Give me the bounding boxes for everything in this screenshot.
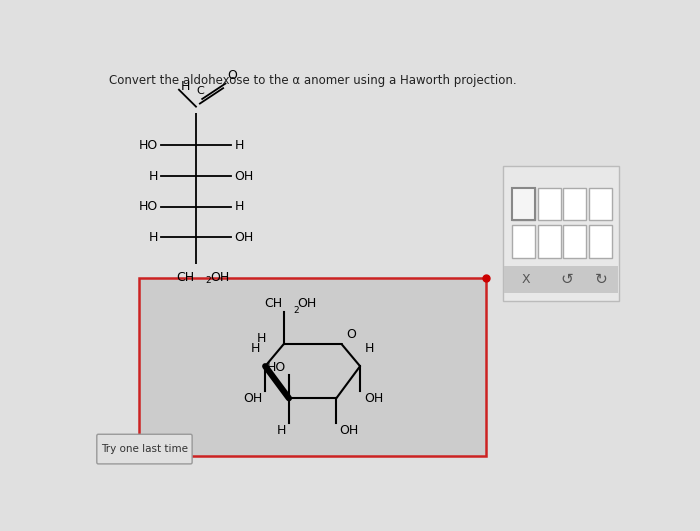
Bar [589, 187, 612, 220]
Text: CH: CH [264, 296, 282, 310]
Text: OH: OH [210, 271, 229, 284]
Text: Convert the aldohexose to the α anomer using a Haworth projection.: Convert the aldohexose to the α anomer u… [109, 74, 517, 87]
Bar [512, 225, 536, 258]
Text: OH: OH [234, 231, 253, 244]
Text: H: H [365, 342, 374, 355]
Text: HO: HO [267, 361, 286, 374]
Text: C: C [197, 86, 204, 96]
Text: HO: HO [139, 200, 158, 213]
Text: CH: CH [176, 271, 195, 284]
Text: 2: 2 [293, 306, 299, 315]
Text: OH: OH [234, 170, 253, 183]
Bar [503, 166, 619, 301]
Text: H: H [181, 80, 190, 93]
Bar [564, 187, 587, 220]
Bar [538, 187, 561, 220]
Text: H: H [148, 170, 158, 183]
Bar [512, 187, 536, 220]
Text: 2: 2 [205, 276, 211, 285]
Text: OH: OH [340, 424, 358, 438]
Bar [139, 278, 486, 456]
Bar [564, 225, 587, 258]
Text: OH: OH [365, 392, 384, 405]
Text: HO: HO [139, 139, 158, 152]
Bar [504, 266, 617, 293]
Bar [538, 225, 561, 258]
Text: X: X [522, 273, 530, 286]
Text: OH: OH [243, 392, 262, 405]
Text: O: O [346, 328, 356, 341]
FancyBboxPatch shape [97, 434, 192, 464]
Bar [512, 187, 536, 220]
Text: H: H [234, 200, 244, 213]
Bar [589, 225, 612, 258]
Text: H: H [234, 139, 244, 152]
Text: ↻: ↻ [595, 272, 608, 287]
Text: H: H [251, 342, 260, 355]
Text: H: H [257, 331, 267, 345]
Text: O: O [227, 69, 237, 82]
Text: OH: OH [298, 296, 317, 310]
Text: H: H [148, 231, 158, 244]
Text: ↺: ↺ [560, 272, 573, 287]
Text: Try one last time: Try one last time [101, 444, 188, 454]
Text: H: H [276, 424, 286, 438]
